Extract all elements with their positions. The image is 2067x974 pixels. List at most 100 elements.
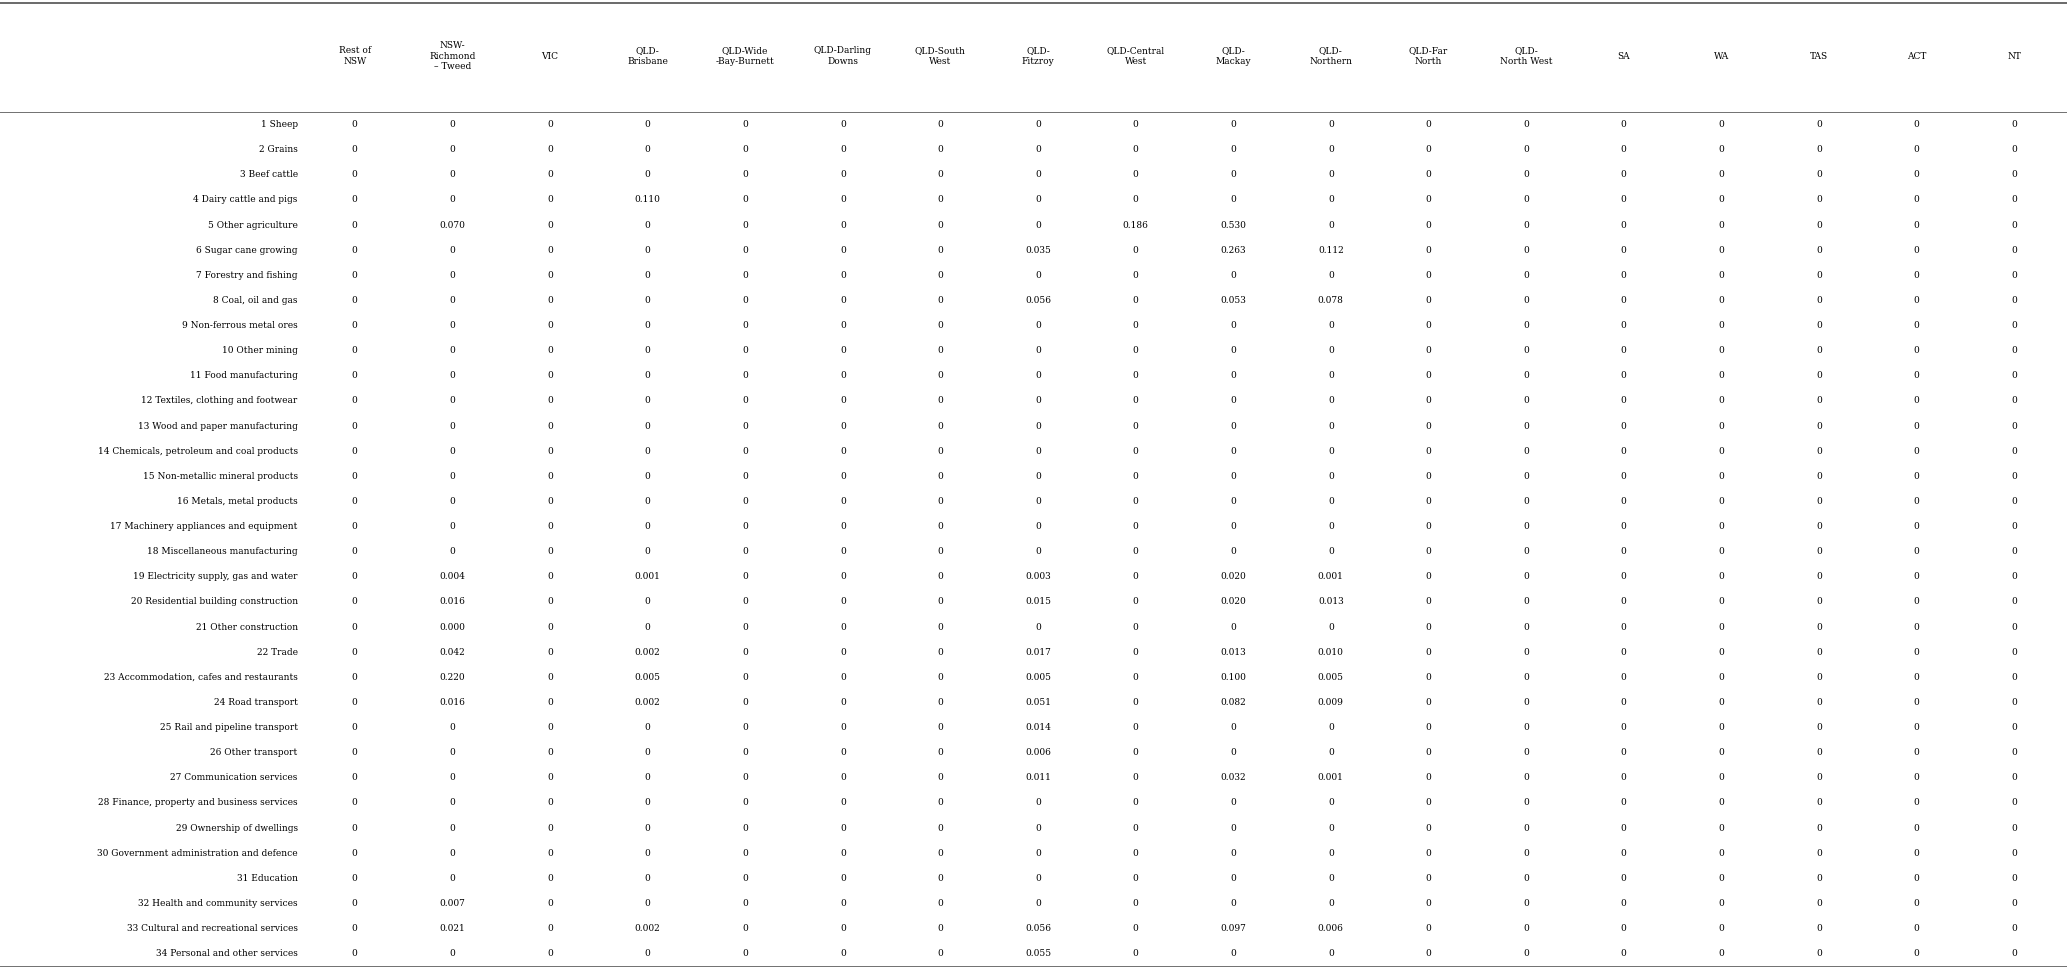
Text: 0: 0 <box>1718 170 1724 179</box>
Text: 0: 0 <box>1426 648 1430 656</box>
Text: 0: 0 <box>1036 271 1042 280</box>
Text: 0: 0 <box>2011 874 2017 882</box>
Text: 0: 0 <box>742 648 748 656</box>
Text: 0: 0 <box>1036 522 1042 531</box>
Text: 0: 0 <box>1523 321 1530 330</box>
Text: 0: 0 <box>1327 145 1333 154</box>
Text: 0: 0 <box>839 447 845 456</box>
Text: 0.056: 0.056 <box>1025 924 1050 933</box>
Text: 0: 0 <box>839 573 845 581</box>
Text: 0: 0 <box>449 773 455 782</box>
Text: 0: 0 <box>1327 321 1333 330</box>
Text: 0: 0 <box>645 447 651 456</box>
Text: 0: 0 <box>1133 346 1139 356</box>
Text: 0: 0 <box>742 145 748 154</box>
Text: 0.010: 0.010 <box>1319 648 1344 656</box>
Text: 0: 0 <box>938 497 943 506</box>
Text: 0.001: 0.001 <box>1319 573 1344 581</box>
Text: 0: 0 <box>1426 748 1430 757</box>
Text: 0: 0 <box>2011 170 2017 179</box>
Text: 0: 0 <box>1817 673 1821 682</box>
Text: 0: 0 <box>742 748 748 757</box>
Text: 0: 0 <box>1133 547 1139 556</box>
Text: 0: 0 <box>1621 145 1627 154</box>
Text: 19 Electricity supply, gas and water: 19 Electricity supply, gas and water <box>132 573 298 581</box>
Text: 0: 0 <box>1133 120 1139 130</box>
Text: 0: 0 <box>1621 648 1627 656</box>
Text: 0: 0 <box>1036 396 1042 405</box>
Text: 0: 0 <box>2011 396 2017 405</box>
Text: 0: 0 <box>742 120 748 130</box>
Text: 0: 0 <box>1817 874 1821 882</box>
Text: 0: 0 <box>1327 170 1333 179</box>
Text: 0: 0 <box>1133 170 1139 179</box>
Text: 0: 0 <box>1914 673 1920 682</box>
Text: 30 Government administration and defence: 30 Government administration and defence <box>97 848 298 858</box>
Text: 0: 0 <box>938 848 943 858</box>
Text: 0: 0 <box>351 799 358 807</box>
Text: 0: 0 <box>938 170 943 179</box>
Text: 0: 0 <box>2011 371 2017 380</box>
Text: 0: 0 <box>1817 220 1821 230</box>
Text: 0: 0 <box>1327 497 1333 506</box>
Text: 0: 0 <box>1621 120 1627 130</box>
Text: 0: 0 <box>449 848 455 858</box>
Text: 0: 0 <box>742 622 748 631</box>
Text: 0: 0 <box>1621 522 1627 531</box>
Text: 0: 0 <box>742 220 748 230</box>
Text: 0: 0 <box>1230 396 1236 405</box>
Text: 0: 0 <box>2011 622 2017 631</box>
Text: 0: 0 <box>1621 371 1627 380</box>
Text: 0: 0 <box>1817 522 1821 531</box>
Text: 0: 0 <box>548 773 552 782</box>
Text: 0: 0 <box>742 321 748 330</box>
Text: 0: 0 <box>1036 321 1042 330</box>
Text: 0: 0 <box>1036 170 1042 179</box>
Text: 0: 0 <box>1914 422 1920 431</box>
Text: 0: 0 <box>1817 899 1821 908</box>
Text: 0: 0 <box>1817 949 1821 958</box>
Text: 0.016: 0.016 <box>440 698 465 707</box>
Text: 0: 0 <box>1621 748 1627 757</box>
Text: 0: 0 <box>938 145 943 154</box>
Text: 0: 0 <box>1327 547 1333 556</box>
Text: 0: 0 <box>1718 120 1724 130</box>
Text: 0: 0 <box>351 422 358 431</box>
Text: 0: 0 <box>1426 573 1430 581</box>
Text: 21 Other construction: 21 Other construction <box>196 622 298 631</box>
Text: 10 Other mining: 10 Other mining <box>221 346 298 356</box>
Text: 0: 0 <box>742 848 748 858</box>
Text: 0: 0 <box>1914 573 1920 581</box>
Text: 0.011: 0.011 <box>1025 773 1050 782</box>
Text: 0: 0 <box>645 422 651 431</box>
Text: 0.000: 0.000 <box>440 622 465 631</box>
Text: 0: 0 <box>1426 698 1430 707</box>
Text: 0: 0 <box>1718 497 1724 506</box>
Text: 0: 0 <box>1523 447 1530 456</box>
Text: QLD-
Mackay: QLD- Mackay <box>1215 47 1251 65</box>
Text: 0: 0 <box>351 597 358 607</box>
Text: 0.070: 0.070 <box>440 220 465 230</box>
Text: 0: 0 <box>1426 120 1430 130</box>
Text: 0: 0 <box>1914 824 1920 833</box>
Text: 0: 0 <box>839 949 845 958</box>
Text: 0: 0 <box>351 748 358 757</box>
Text: 0: 0 <box>1523 573 1530 581</box>
Text: 8 Coal, oil and gas: 8 Coal, oil and gas <box>213 296 298 305</box>
Text: 6 Sugar cane growing: 6 Sugar cane growing <box>196 245 298 254</box>
Text: 0: 0 <box>938 573 943 581</box>
Text: 0.051: 0.051 <box>1025 698 1050 707</box>
Text: 0: 0 <box>1327 848 1333 858</box>
Text: 0.003: 0.003 <box>1025 573 1050 581</box>
Text: 0.014: 0.014 <box>1025 723 1050 732</box>
Text: 0: 0 <box>742 346 748 356</box>
Text: 0: 0 <box>1914 271 1920 280</box>
Text: 0: 0 <box>1230 422 1236 431</box>
Text: 0: 0 <box>548 848 552 858</box>
Text: 0: 0 <box>1621 497 1627 506</box>
Text: 0: 0 <box>1817 471 1821 481</box>
Text: 0: 0 <box>1426 145 1430 154</box>
Text: 0: 0 <box>1230 899 1236 908</box>
Text: 0: 0 <box>1523 874 1530 882</box>
Text: 0.005: 0.005 <box>1319 673 1344 682</box>
